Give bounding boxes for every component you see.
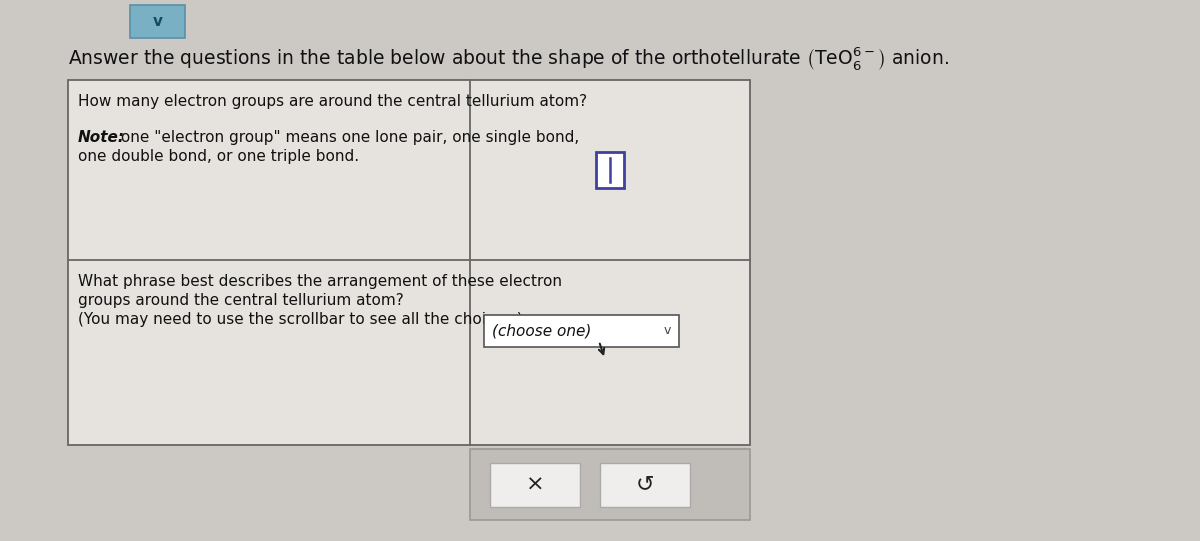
Bar xyxy=(470,449,750,520)
Text: Note:: Note: xyxy=(78,130,125,145)
Text: groups around the central tellurium atom?: groups around the central tellurium atom… xyxy=(78,293,403,308)
Bar xyxy=(484,315,679,347)
Text: (choose one): (choose one) xyxy=(492,324,592,339)
Bar xyxy=(600,463,690,506)
Bar xyxy=(130,5,185,38)
Text: How many electron groups are around the central tellurium atom?: How many electron groups are around the … xyxy=(78,94,587,109)
Bar xyxy=(596,152,624,188)
Text: v: v xyxy=(664,325,671,338)
Text: ↺: ↺ xyxy=(636,474,654,494)
Text: one "electron group" means one lone pair, one single bond,: one "electron group" means one lone pair… xyxy=(116,130,580,145)
Text: What phrase best describes the arrangement of these electron: What phrase best describes the arrangeme… xyxy=(78,274,562,289)
Text: v: v xyxy=(152,14,162,29)
Bar xyxy=(490,463,580,506)
Text: Answer the questions in the table below about the shape of the orthotellurate $\: Answer the questions in the table below … xyxy=(68,44,949,71)
Text: ×: × xyxy=(526,474,545,494)
Text: one double bond, or one triple bond.: one double bond, or one triple bond. xyxy=(78,149,359,164)
Bar xyxy=(68,80,750,445)
Text: (You may need to use the scrollbar to see all the choices.): (You may need to use the scrollbar to se… xyxy=(78,312,523,327)
